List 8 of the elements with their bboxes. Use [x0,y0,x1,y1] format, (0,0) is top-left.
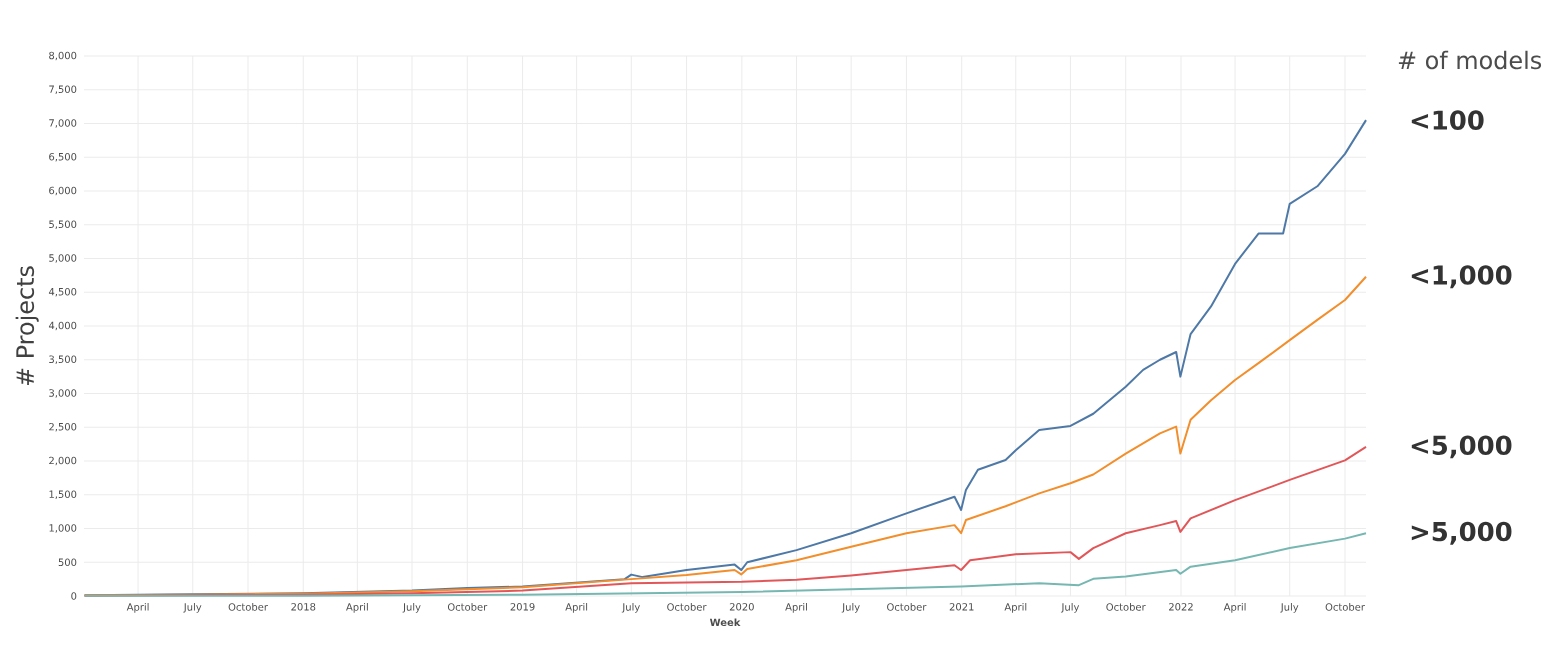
y-axis-title: # Projects [15,266,39,386]
series-label: <100 [1411,110,1484,130]
legend-title: # of models [1398,50,1542,70]
series-label: >5,000 [1411,521,1512,545]
series-label: <5,000 [1411,435,1512,459]
line-series [83,275,1368,597]
line-series [83,532,1368,597]
series-label: <1,000 [1411,265,1512,289]
